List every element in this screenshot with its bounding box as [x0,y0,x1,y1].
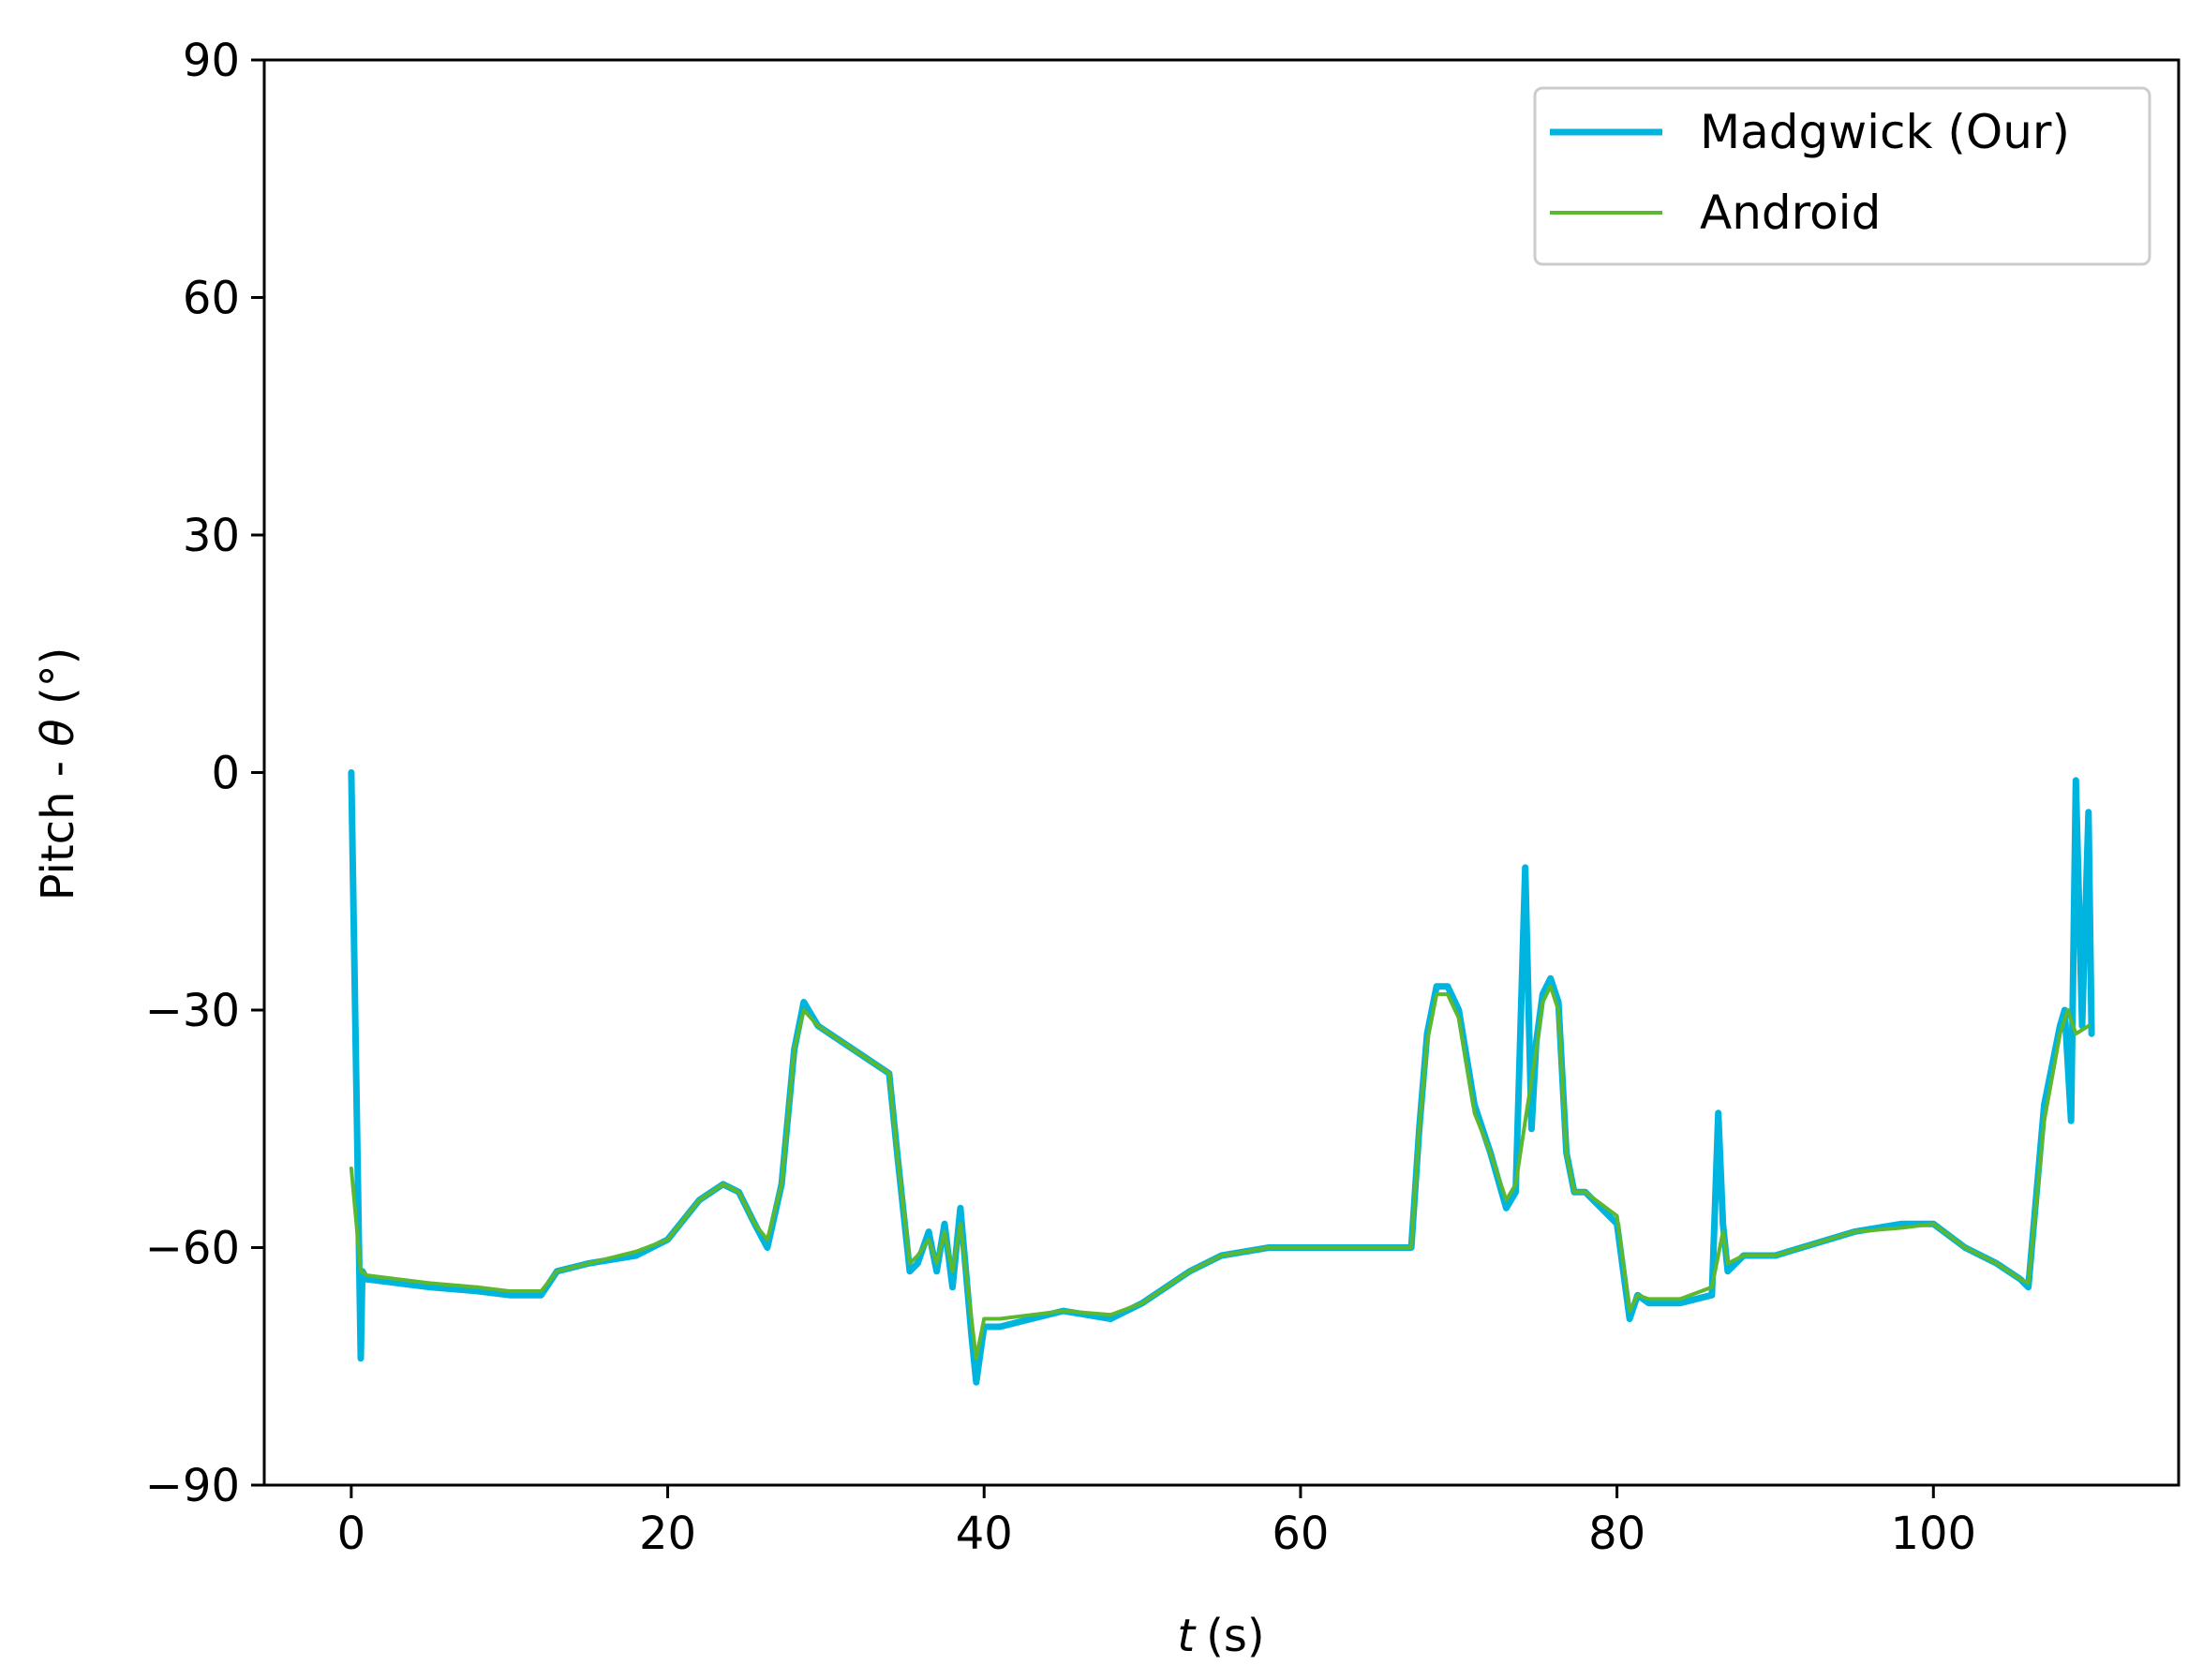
y-axis: 90 60 30 0 −30 −60 −90 [145,35,264,1512]
y-axis-label: Pitch - θ (°) [32,647,84,901]
x-tick-label: 100 [1890,1508,1976,1560]
x-tick-label: 0 [337,1508,366,1560]
x-axis-label-variable: t [1177,1610,1197,1662]
x-axis-label: t (s) [1177,1610,1264,1662]
y-tick-label: −90 [145,1460,240,1512]
x-tick-label: 80 [1588,1508,1645,1560]
series-line-android [349,984,2091,1360]
y-tick-label: 90 [183,35,240,87]
y-tick-label: −60 [145,1223,240,1275]
x-tick-label: 40 [956,1508,1013,1560]
legend-label-android: Android [1700,186,1881,240]
y-tick-label: 60 [183,273,240,325]
y-tick-label: −30 [145,985,240,1037]
legend-box [1533,86,2151,266]
x-tick-label: 60 [1272,1508,1329,1560]
y-axis-label-variable: θ [32,719,84,746]
y-axis-label-unit: (°) [32,647,84,720]
x-axis-label-unit: (s) [1206,1610,1264,1662]
x-axis: 0 20 40 60 80 100 [337,1485,1976,1560]
series-layer [348,769,2095,1386]
y-tick-label: 30 [183,510,240,562]
y-tick-label: 0 [211,748,240,800]
legend-label-madgwick: Madgwick (Our) [1700,105,2070,159]
legend: Madgwick (Our) Android [1533,86,2151,266]
y-axis-label-text: Pitch - [32,747,84,901]
x-tick-label: 20 [639,1508,696,1560]
